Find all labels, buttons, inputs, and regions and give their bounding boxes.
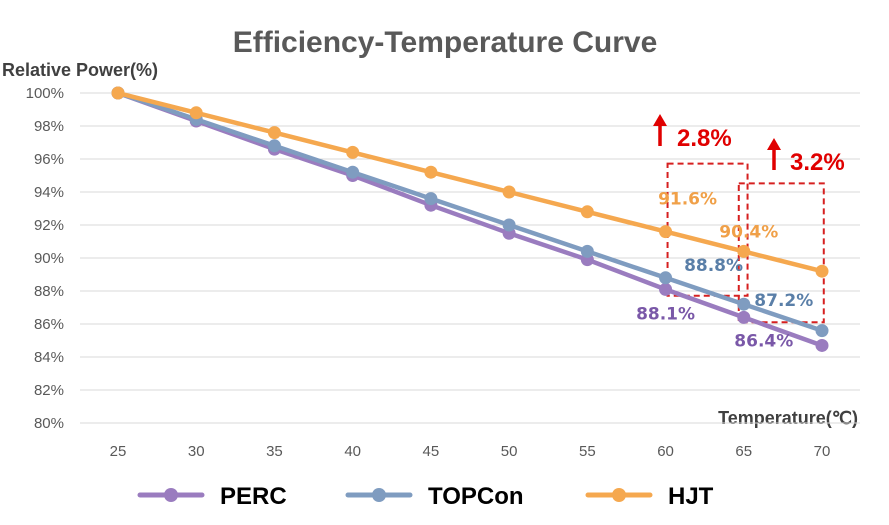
- y-tick-100: 100%: [26, 85, 64, 102]
- x-tick-60: 60: [657, 443, 674, 460]
- legend: PERC TOPCon HJT: [137, 483, 714, 510]
- series-line-topcon: [115, 90, 825, 333]
- point-perc-70: [815, 338, 829, 352]
- y-tick-92: 92%: [34, 217, 64, 234]
- legend-label-topcon: TOPCon: [428, 483, 524, 510]
- point-topcon-60: [659, 271, 673, 285]
- annotations: 2.8% 3.2%: [653, 114, 845, 176]
- x-tick-30: 30: [188, 443, 205, 460]
- point-topcon-35: [267, 139, 281, 153]
- point-hjt-35: [267, 126, 281, 140]
- x-tick-50: 50: [501, 443, 518, 460]
- point-perc-65: [737, 310, 751, 324]
- y-tick-96: 96%: [34, 151, 64, 168]
- highlight-box-65: [737, 182, 825, 324]
- legend-marker-perc: [164, 488, 178, 502]
- x-tick-55: 55: [579, 443, 596, 460]
- highlight-boxes: [666, 162, 825, 324]
- legend-marker-hjt: [612, 488, 626, 502]
- y-tick-88: 88%: [34, 283, 64, 300]
- arrow-up-icon: [653, 114, 667, 126]
- data-label-perc-60: 88.1%: [636, 304, 695, 324]
- y-tick-98: 98%: [34, 118, 64, 135]
- legend-marker-topcon: [372, 488, 386, 502]
- x-tick-35: 35: [266, 443, 283, 460]
- point-hjt-60: [659, 225, 673, 239]
- x-tick-70: 70: [814, 443, 831, 460]
- x-axis-title: Temperature(℃): [718, 408, 858, 428]
- data-label-perc-65: 86.4%: [734, 331, 793, 351]
- y-tick-84: 84%: [34, 349, 64, 366]
- legend-label-perc: PERC: [220, 483, 287, 510]
- x-tick-25: 25: [110, 443, 127, 460]
- point-hjt-25: [111, 86, 125, 100]
- point-hjt-45: [424, 165, 438, 179]
- y-tick-90: 90%: [34, 250, 64, 267]
- point-hjt-55: [580, 205, 594, 219]
- y-tick-82: 82%: [34, 382, 64, 399]
- point-hjt-70: [815, 264, 829, 278]
- data-label-topcon-60: 88.8%: [684, 256, 743, 276]
- chart-title: Efficiency-Temperature Curve: [233, 26, 658, 59]
- series-line-perc: [115, 90, 825, 348]
- point-topcon-50: [502, 218, 516, 232]
- legend-label-hjt: HJT: [668, 483, 714, 510]
- y-tick-86: 86%: [34, 316, 64, 333]
- point-hjt-65: [737, 244, 751, 258]
- x-tick-40: 40: [344, 443, 361, 460]
- annotation-60: 2.8%: [677, 125, 732, 152]
- highlight-box-60: [666, 162, 749, 297]
- data-label-hjt-60: 91.6%: [658, 190, 717, 210]
- point-hjt-40: [346, 145, 360, 159]
- point-topcon-65: [737, 297, 751, 311]
- y-axis-title: Relative Power(%): [2, 60, 158, 80]
- point-topcon-45: [424, 192, 438, 206]
- x-tick-labels: 25 30 35 40 45 50 55 60 65 70: [110, 443, 831, 460]
- y-tick-labels: 80% 82% 84% 86% 88% 90% 92% 94% 96% 98% 100%: [26, 85, 64, 432]
- arrow-up-icon: [767, 138, 781, 150]
- y-tick-94: 94%: [34, 184, 64, 201]
- point-perc-60: [659, 282, 673, 296]
- point-topcon-40: [346, 165, 360, 179]
- point-topcon-70: [815, 324, 829, 338]
- point-hjt-50: [502, 185, 516, 199]
- point-hjt-30: [189, 106, 203, 120]
- data-label-topcon-65: 87.2%: [754, 291, 813, 311]
- series: [111, 86, 829, 352]
- annotation-65: 3.2%: [790, 149, 845, 176]
- x-tick-45: 45: [423, 443, 440, 460]
- y-tick-80: 80%: [34, 415, 64, 432]
- data-labels: 91.6% 88.8% 88.1% 90.4% 87.2% 86.4%: [636, 190, 813, 352]
- series-line-hjt: [115, 90, 825, 274]
- grid: [80, 92, 860, 424]
- x-tick-65: 65: [735, 443, 752, 460]
- point-topcon-55: [580, 244, 594, 258]
- data-label-hjt-65: 90.4%: [719, 222, 778, 242]
